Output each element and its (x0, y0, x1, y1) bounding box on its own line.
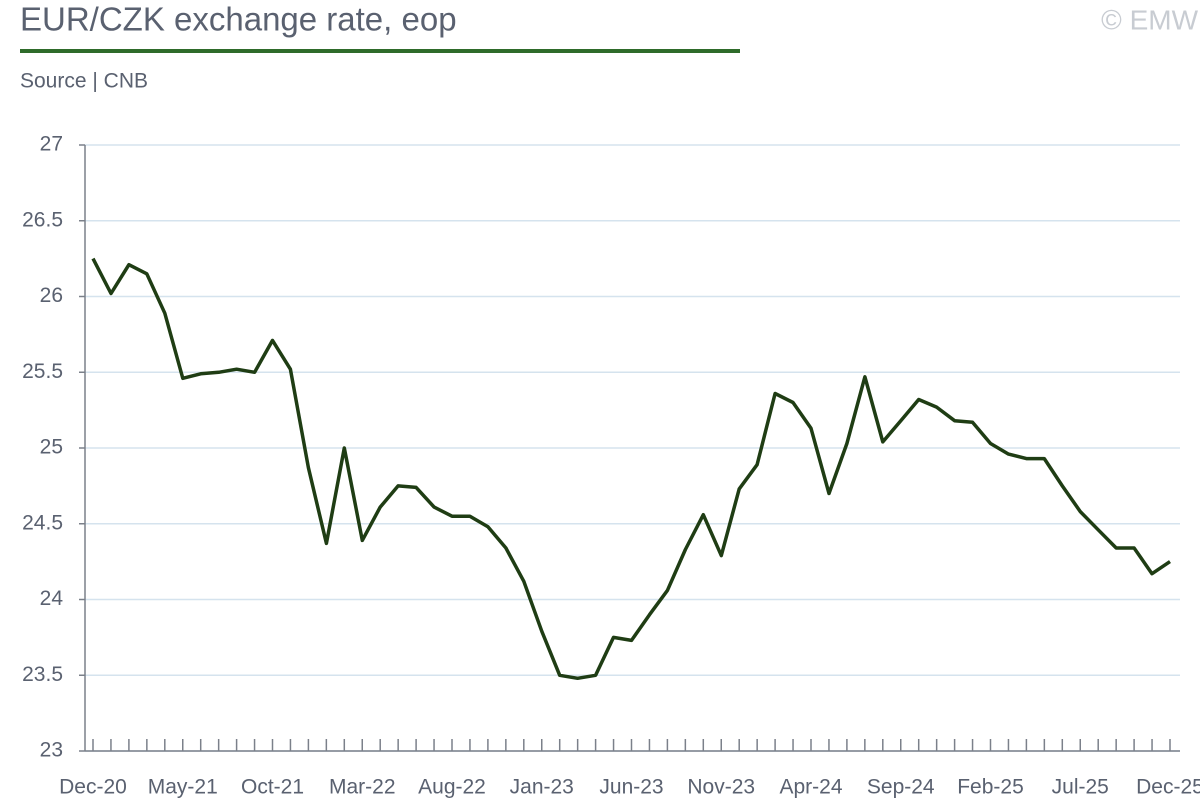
y-tick-label: 26.5 (22, 208, 63, 231)
y-tick-label: 24.5 (22, 511, 63, 534)
y-tick-label: 27 (40, 133, 63, 156)
x-tick-label: Jun-23 (599, 776, 663, 799)
x-tick-label: Dec-20 (59, 776, 127, 799)
x-tick-label: Jan-23 (510, 776, 574, 799)
title-underline (20, 49, 740, 53)
y-tick-label: 26 (40, 284, 63, 307)
chart-subtitle: Source | CNB (20, 70, 148, 93)
x-tick-label: Dec-25 (1136, 776, 1200, 799)
y-tick-label: 23.5 (22, 663, 63, 686)
x-tick-label: Mar-22 (329, 776, 396, 799)
x-tick-label: Nov-23 (687, 776, 755, 799)
x-tick-label: Apr-24 (779, 776, 842, 799)
x-tick-label: Aug-22 (418, 776, 486, 799)
x-tick-label: Jul-25 (1052, 776, 1109, 799)
y-tick-label: 25.5 (22, 360, 63, 383)
x-tick-label: May-21 (148, 776, 218, 799)
x-tick-label: Sep-24 (867, 776, 935, 799)
y-tick-label: 24 (40, 587, 64, 610)
y-tick-label: 23 (40, 739, 63, 762)
y-tick-label: 25 (40, 436, 63, 459)
x-tick-label: Oct-21 (241, 776, 304, 799)
x-tick-label: Feb-25 (957, 776, 1024, 799)
chart-title: EUR/CZK exchange rate, eop (20, 1, 457, 38)
copyright: © EMW (1101, 4, 1198, 35)
line-series (91, 257, 1171, 681)
